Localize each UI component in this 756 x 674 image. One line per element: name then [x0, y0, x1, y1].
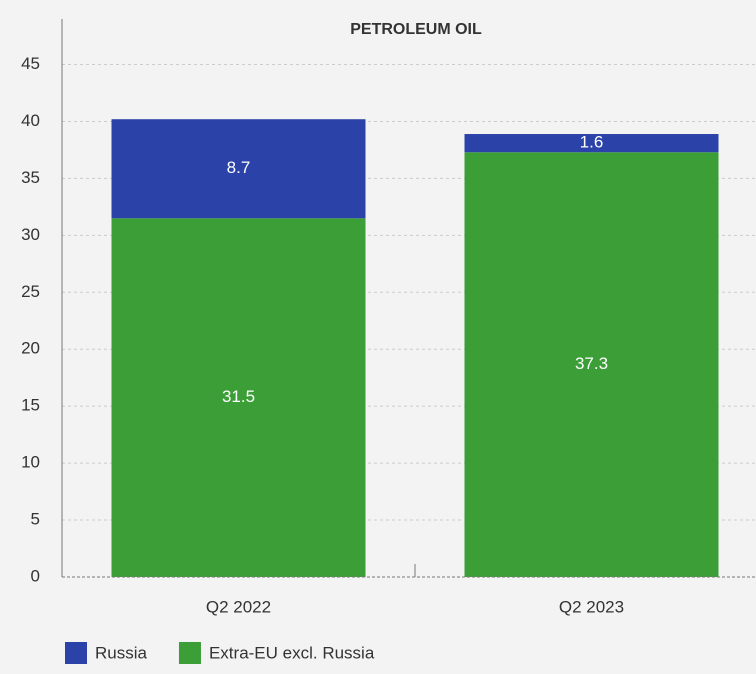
bar-segment: [464, 134, 719, 153]
y-tick-label: 15: [21, 396, 40, 415]
legend-swatch: [65, 642, 87, 664]
value-label: 31.5: [222, 387, 255, 406]
y-tick-label: 45: [21, 54, 40, 73]
bar-segment: [111, 119, 366, 219]
x-tick-label: Q2 2023: [559, 597, 624, 616]
y-tick-label: 35: [21, 168, 40, 187]
y-tick-label: 0: [31, 566, 40, 585]
value-label: 1.6: [580, 133, 604, 152]
y-tick-label: 40: [21, 111, 40, 130]
legend-label: Extra-EU excl. Russia: [209, 643, 375, 662]
legend-label: Russia: [95, 643, 148, 662]
chart-title: PETROLEUM OIL: [350, 21, 482, 38]
y-tick-label: 25: [21, 282, 40, 301]
value-label: 8.7: [227, 158, 251, 177]
x-tick-label: Q2 2022: [206, 597, 271, 616]
y-tick-label: 10: [21, 453, 40, 472]
y-tick-label: 30: [21, 225, 40, 244]
legend-swatch: [178, 642, 201, 664]
y-tick-label: 5: [31, 510, 40, 529]
bar-segment: [111, 218, 366, 578]
y-tick-label: 20: [21, 339, 40, 358]
value-label: 37.3: [575, 354, 608, 373]
bar-segment: [464, 152, 719, 577]
